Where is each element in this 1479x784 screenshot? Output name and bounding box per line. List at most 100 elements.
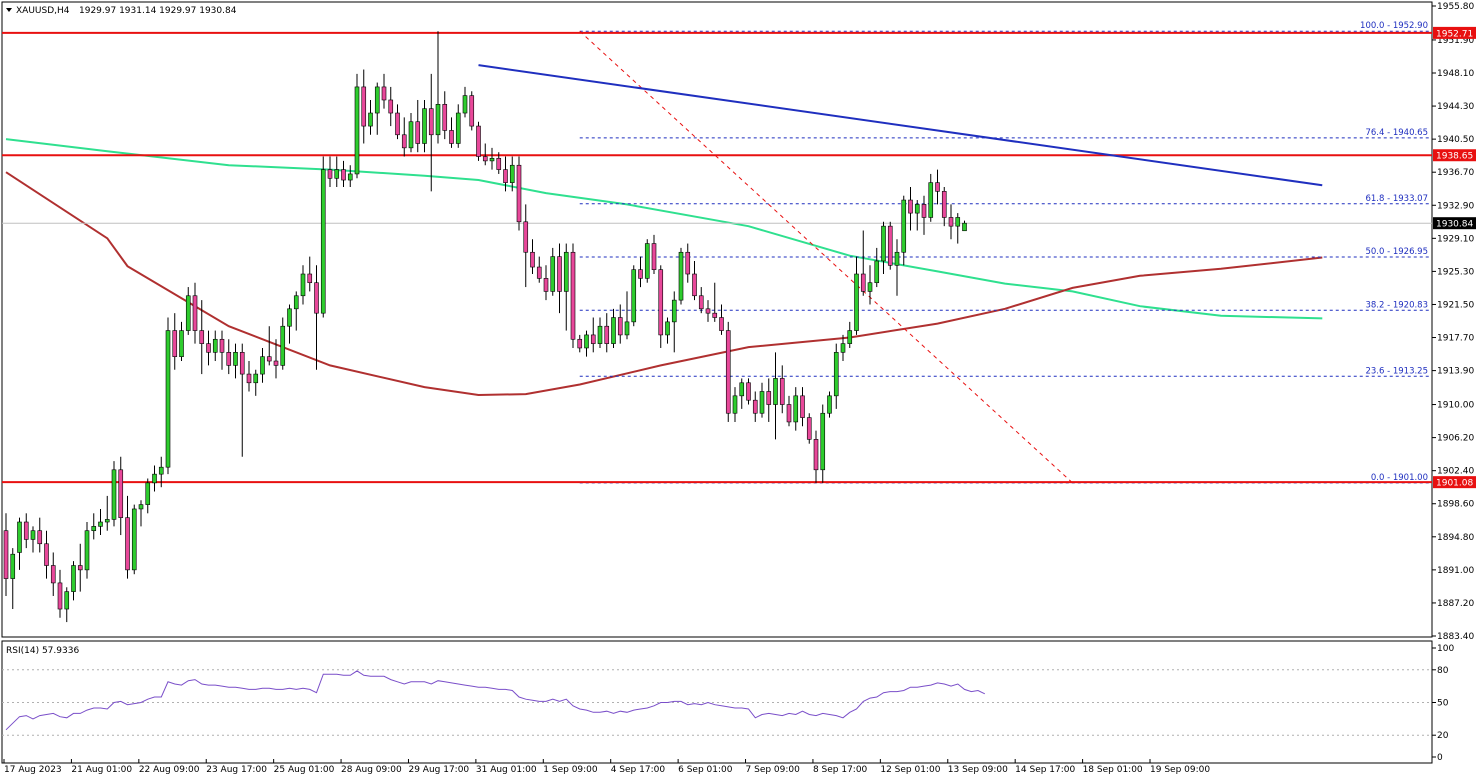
candle-body — [739, 382, 745, 397]
candle-body — [185, 295, 191, 331]
candle-body — [50, 565, 56, 584]
candle-body — [455, 112, 461, 144]
candle — [280, 317, 286, 370]
candle — [570, 243, 576, 348]
price-pane-border — [1, 1, 1433, 638]
candle-body — [239, 352, 245, 375]
time-tick-label: 31 Aug 01:00 — [476, 765, 537, 775]
candle-body — [577, 338, 583, 349]
candle-body — [408, 121, 414, 149]
price-tag-box — [1433, 217, 1476, 230]
candle-body — [37, 530, 43, 545]
candle — [840, 334, 846, 362]
candle-body — [91, 526, 97, 532]
candle — [172, 313, 178, 370]
time-tick-label: 28 Aug 09:00 — [341, 765, 402, 775]
candle-body — [314, 282, 319, 314]
candle-body — [908, 199, 913, 214]
time-tick-label: 21 Aug 01:00 — [71, 765, 132, 775]
candle-body — [617, 317, 623, 336]
candle — [476, 121, 481, 161]
candle-body — [746, 382, 751, 401]
fib-level-label: 76.4 - 1940.65 — [1365, 128, 1428, 138]
candle — [563, 243, 569, 331]
candle — [813, 430, 819, 483]
dropdown-icon[interactable] — [6, 8, 12, 12]
price-tag-box — [1433, 26, 1476, 39]
candle-body — [23, 521, 29, 540]
price-tick-label: 1929.10 — [1437, 234, 1474, 244]
candle — [158, 456, 164, 488]
candle — [550, 247, 556, 296]
candle-body — [800, 395, 805, 418]
price-tick-label: 1921.50 — [1437, 300, 1474, 310]
candle-body — [692, 273, 697, 297]
candle-body — [293, 295, 299, 310]
candle-body — [752, 399, 758, 414]
candle — [381, 73, 387, 109]
candle — [739, 378, 745, 409]
candle-body — [786, 404, 792, 423]
candle — [91, 513, 97, 540]
symbol-label: XAUUSD,H4 — [16, 6, 70, 16]
candle — [644, 239, 650, 283]
candle — [941, 186, 947, 227]
candle — [651, 234, 657, 275]
candle — [692, 260, 697, 301]
candle-body — [361, 86, 367, 127]
candle-body — [152, 473, 157, 484]
candle — [199, 300, 205, 375]
candle — [597, 317, 603, 348]
candle-body — [395, 112, 400, 136]
candle-body — [847, 330, 853, 344]
candle — [253, 369, 259, 396]
candle — [611, 308, 616, 348]
time-tick-label: 19 Sep 09:00 — [1150, 765, 1210, 775]
candle — [347, 165, 353, 187]
candle-body — [64, 591, 70, 610]
candle-body — [226, 352, 232, 366]
price-tick-label: 1887.20 — [1437, 599, 1474, 609]
trendline[interactable] — [478, 64, 1323, 187]
fib-level-label: 61.8 - 1933.07 — [1365, 194, 1428, 204]
candle-body — [914, 204, 920, 214]
rsi-line — [5, 670, 986, 731]
candle-body — [287, 308, 292, 327]
candle — [617, 304, 623, 344]
candle-body — [401, 134, 407, 149]
time-tick-label: 29 Aug 17:00 — [408, 765, 469, 775]
candle-body — [941, 191, 947, 218]
candle — [37, 517, 43, 553]
horizontal-lines[interactable] — [2, 31, 1432, 484]
candle — [604, 313, 610, 353]
candle — [847, 321, 853, 348]
candle-body — [827, 395, 832, 414]
candle — [206, 330, 211, 366]
candle — [921, 195, 927, 235]
candle — [489, 147, 495, 170]
fib-level-label: 23.6 - 1913.25 — [1365, 366, 1428, 376]
candle-body — [840, 343, 846, 353]
candle — [671, 291, 677, 353]
candle-body — [509, 164, 515, 183]
descending-trendline — [478, 64, 1323, 187]
price-tick-label: 1951.90 — [1437, 36, 1474, 46]
candle — [64, 587, 70, 623]
price-tick-label: 1902.40 — [1437, 467, 1474, 477]
candle — [422, 99, 427, 153]
candle — [779, 365, 785, 414]
candle — [44, 530, 49, 579]
candle-body — [557, 256, 562, 292]
candle-body — [759, 391, 765, 414]
candle-body — [813, 439, 819, 471]
candle — [624, 291, 630, 340]
candle-body — [368, 112, 373, 127]
candle-body — [860, 273, 866, 292]
candle — [10, 548, 16, 610]
candle — [719, 304, 724, 335]
candle-body — [98, 521, 103, 527]
candle-body — [698, 295, 704, 310]
candle-body — [462, 95, 468, 114]
